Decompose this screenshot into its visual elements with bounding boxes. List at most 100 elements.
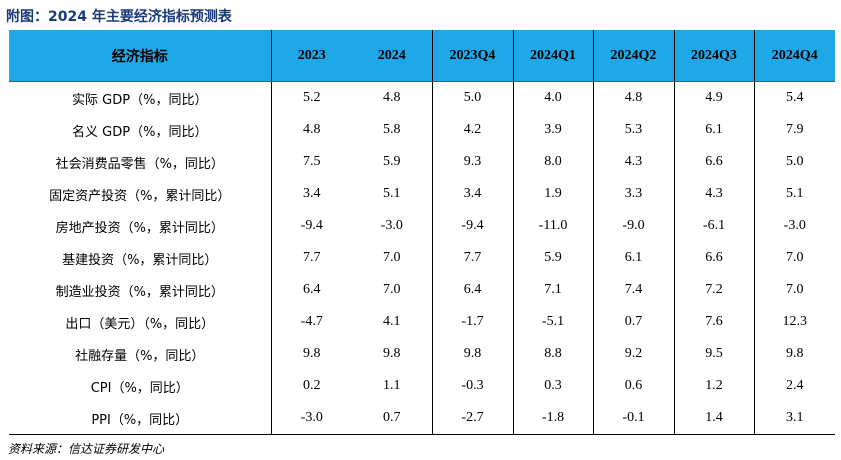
- cell-value: 5.9: [352, 146, 433, 178]
- cell-value: -11.0: [513, 210, 594, 242]
- cell-value: 1.4: [674, 402, 755, 435]
- cell-value: 9.8: [303, 346, 321, 361]
- cell-value: -1.7: [432, 306, 514, 338]
- header-2024q1: 2024Q1: [513, 30, 594, 82]
- cell-value: 0.3: [513, 370, 594, 402]
- cell-value: 4.8: [593, 81, 675, 114]
- cell-value: 9.3: [432, 146, 514, 178]
- source-note: 资料来源：信达证券研发中心: [8, 442, 165, 456]
- cell-value: 9.8: [352, 338, 433, 370]
- table-row: 名义 GDP（%，同比） 4.8 5.8 4.2 3.9 5.3 6.1 7.9: [9, 114, 835, 146]
- table-row: 固定资产投资（%，累计同比） 3.4 5.1 3.4 1.9 3.3 4.3 5.1: [9, 178, 835, 210]
- table-row: 房地产投资（%，累计同比） -9.4 -3.0 -9.4 -11.0 -9.0 -6.1 -3…: [9, 210, 835, 242]
- table-row: 制造业投资（%，累计同比） 6.4 7.0 6.4 7.1 7.4 7.2 7.0: [9, 274, 835, 306]
- cell-value: 12.3: [782, 314, 808, 329]
- cell-value: 7.7: [303, 250, 321, 265]
- header-2024q2: 2024Q2: [593, 30, 675, 82]
- cell-value: 9.8: [432, 338, 514, 370]
- cell-value: -3.0: [783, 218, 806, 233]
- cell-value: 9.2: [593, 338, 675, 370]
- cell-value: -9.0: [593, 210, 675, 242]
- cell-value: 5.9: [513, 242, 594, 274]
- cell-value: 7.1: [513, 274, 594, 306]
- cell-value: 5.2: [303, 90, 321, 105]
- cell-value: 5.3: [593, 114, 675, 146]
- cell-value: 7.0: [786, 250, 804, 265]
- header-2024q4: 2024Q4: [754, 30, 835, 82]
- cell-value: 6.1: [593, 242, 675, 274]
- cell-value: 4.0: [513, 81, 594, 114]
- cell-value: 3.4: [432, 178, 514, 210]
- cell-value: 4.3: [674, 178, 755, 210]
- cell-value: -2.7: [432, 402, 514, 435]
- header-2024: 2024: [352, 30, 433, 82]
- cell-value: 6.4: [303, 282, 321, 297]
- row-label: 制造业投资（%，累计同比）: [9, 274, 272, 306]
- row-label: 固定资产投资（%，累计同比）: [9, 178, 272, 210]
- row-label: 社融存量（%，同比）: [9, 338, 272, 370]
- table-body: 实际 GDP（%，同比） 5.2 4.8 5.0 4.0 4.8 4.9 5.4 名义 GDP（…: [9, 81, 835, 435]
- cell-value: 6.6: [674, 242, 755, 274]
- cell-value: -3.0: [271, 402, 352, 435]
- cell-value: 6.1: [674, 114, 755, 146]
- cell-value: 7.6: [674, 306, 755, 338]
- table-row: PPI（%，同比） -3.0 0.7 -2.7 -1.8 -0.1 1.4 3.1: [9, 402, 835, 435]
- header-2023: 2023: [271, 30, 352, 82]
- cell-value: 5.1: [352, 178, 433, 210]
- cell-value: 4.2: [432, 114, 514, 146]
- cell-value: -9.4: [432, 210, 514, 242]
- cell-value: 7.4: [593, 274, 675, 306]
- cell-value: 5.4: [786, 90, 804, 105]
- cell-value: 0.7: [593, 306, 675, 338]
- cell-value: 5.0: [432, 81, 514, 114]
- cell-value: 9.8: [786, 346, 804, 361]
- cell-value: 3.1: [754, 402, 835, 435]
- cell-value: 4.3: [593, 146, 675, 178]
- cell-value: -0.3: [432, 370, 514, 402]
- table-row: 实际 GDP（%，同比） 5.2 4.8 5.0 4.0 4.8 4.9 5.4: [9, 81, 835, 114]
- cell-value: 4.1: [352, 306, 433, 338]
- row-label: 基建投资（%，累计同比）: [9, 242, 272, 274]
- row-label: CPI（%，同比）: [9, 370, 272, 402]
- cell-value: -4.7: [300, 314, 323, 329]
- row-label: PPI（%，同比）: [9, 402, 272, 435]
- cell-value: 7.0: [352, 274, 433, 306]
- cell-value: 2.4: [786, 378, 804, 393]
- table-title: 附图：2024 年主要经济指标预测表: [6, 9, 232, 25]
- cell-value: 3.9: [513, 114, 594, 146]
- cell-value: 6.4: [432, 274, 514, 306]
- forecast-table: 经济指标 2023 2024 2023Q4 2024Q1 2024Q2 2024…: [9, 30, 835, 435]
- cell-value: -6.1: [674, 210, 755, 242]
- cell-value: 8.0: [513, 146, 594, 178]
- cell-value: 4.8: [352, 81, 433, 114]
- cell-value: 9.5: [674, 338, 755, 370]
- cell-value: 0.2: [303, 378, 321, 393]
- cell-value: 0.6: [593, 370, 675, 402]
- row-label: 名义 GDP（%，同比）: [9, 114, 272, 146]
- cell-value: 7.5: [303, 154, 321, 169]
- cell-value: 8.8: [513, 338, 594, 370]
- cell-value: 0.7: [352, 402, 433, 435]
- cell-value: 6.6: [674, 146, 755, 178]
- cell-value: -3.0: [352, 210, 433, 242]
- cell-value: -1.8: [513, 402, 594, 435]
- cell-value: 5.1: [786, 186, 804, 201]
- header-indicator: 经济指标: [9, 30, 272, 82]
- table-row: 基建投资（%，累计同比） 7.7 7.0 7.7 5.9 6.1 6.6 7.0: [9, 242, 835, 274]
- cell-value: 7.9: [786, 122, 804, 137]
- cell-value: -0.1: [593, 402, 675, 435]
- cell-value: 1.1: [352, 370, 433, 402]
- cell-value: 7.0: [352, 242, 433, 274]
- cell-value: 4.8: [303, 122, 321, 137]
- cell-value: 5.0: [786, 154, 804, 169]
- cell-value: 7.0: [786, 282, 804, 297]
- row-label: 出口（美元）（%，同比）: [9, 306, 272, 338]
- cell-value: 5.8: [352, 114, 433, 146]
- cell-value: -9.4: [300, 218, 323, 233]
- table-row: 社融存量（%，同比） 9.8 9.8 9.8 8.8 9.2 9.5 9.8: [9, 338, 835, 370]
- header-2023q4: 2023Q4: [432, 30, 514, 82]
- cell-value: 1.2: [674, 370, 755, 402]
- table-row: 出口（美元）（%，同比） -4.7 4.1 -1.7 -5.1 0.7 7.6 12.3: [9, 306, 835, 338]
- table-header-row: 经济指标 2023 2024 2023Q4 2024Q1 2024Q2 2024…: [9, 30, 835, 82]
- row-label: 社会消费品零售（%，同比）: [9, 146, 272, 178]
